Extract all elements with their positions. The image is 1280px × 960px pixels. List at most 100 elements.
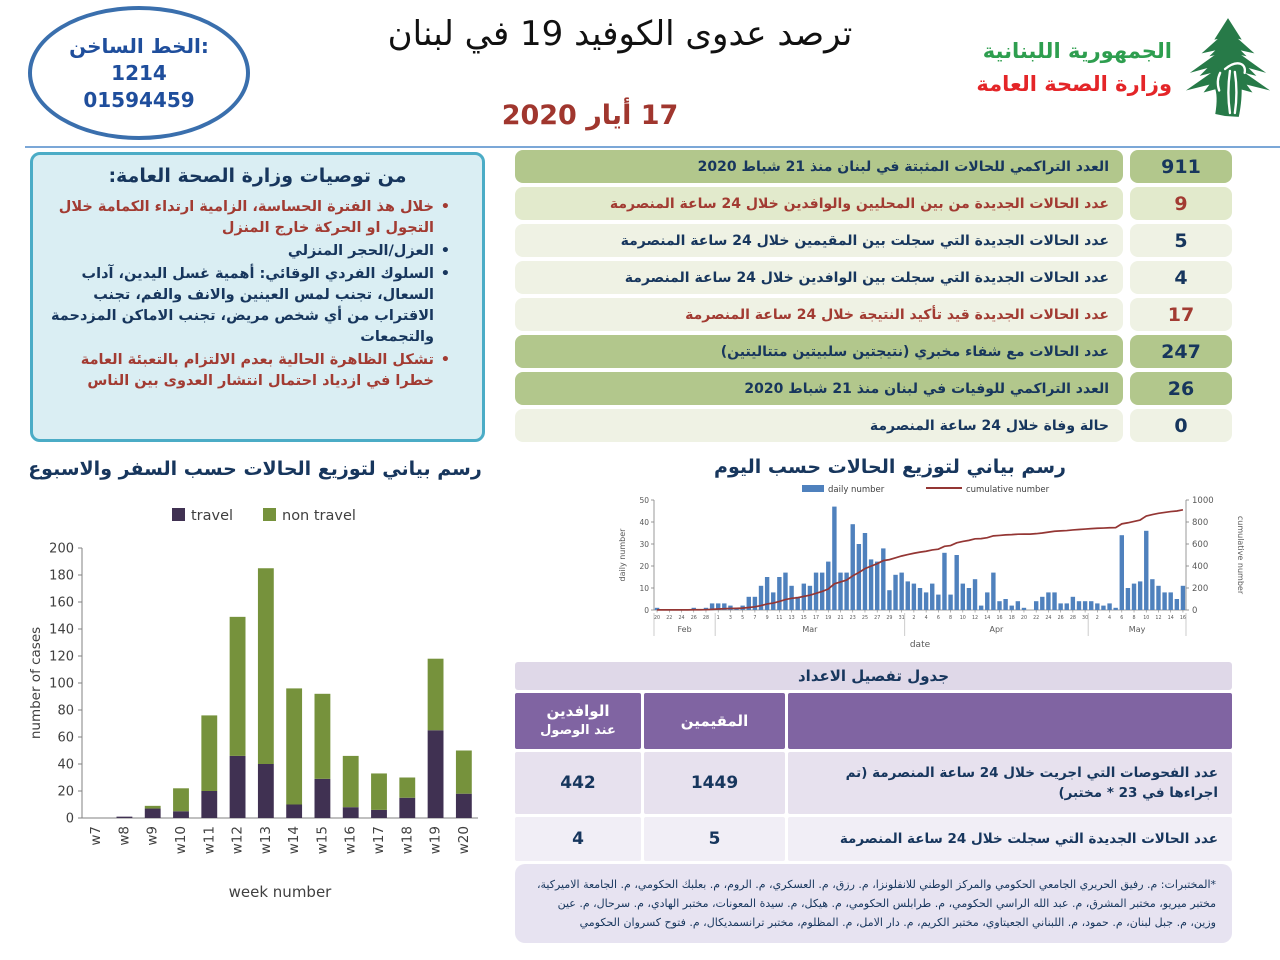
hotline-number-long: 01594459 (83, 87, 195, 112)
svg-text:0: 0 (1192, 606, 1197, 616)
svg-text:800: 800 (1192, 518, 1208, 528)
page-title: ترصد عدوى الكوفيد 19 في لبنان (387, 14, 853, 54)
svg-text:w20: w20 (456, 826, 472, 854)
svg-text:60: 60 (57, 731, 74, 746)
recommendation-item: • العزل/الحجر المنزلي (47, 241, 450, 262)
svg-text:w10: w10 (173, 826, 189, 854)
weekly-chart-title: رسم بياني لتوزيع الحالات حسب السفر والاس… (28, 458, 482, 480)
svg-text:7: 7 (753, 615, 756, 621)
tests-residents-value: 1449 (644, 752, 785, 814)
svg-text:15: 15 (801, 615, 807, 621)
svg-text:w16: w16 (343, 826, 359, 854)
stat-row: 911 العدد التراكمي للحالات المثبتة في لبن… (515, 150, 1232, 183)
svg-text:10: 10 (639, 584, 649, 593)
svg-text:14: 14 (984, 615, 990, 621)
svg-text:w7: w7 (88, 826, 104, 846)
svg-text:6: 6 (937, 615, 940, 621)
svg-text:28: 28 (1070, 615, 1076, 621)
svg-text:180: 180 (49, 569, 74, 584)
stats-table: 911 العدد التراكمي للحالات المثبتة في لبن… (515, 150, 1232, 446)
svg-text:2: 2 (1096, 615, 1099, 621)
svg-text:20: 20 (1021, 615, 1027, 621)
svg-text:100: 100 (49, 677, 74, 692)
svg-text:w18: w18 (399, 826, 415, 854)
svg-text:120: 120 (49, 650, 74, 665)
stat-value: 26 (1130, 372, 1232, 405)
svg-text:140: 140 (49, 623, 74, 638)
tests-arrivals-value: 442 (515, 752, 641, 814)
svg-text:31: 31 (899, 615, 905, 621)
ministry-name-line2: وزارة الصحة العامة (976, 72, 1172, 96)
svg-text:25: 25 (862, 615, 868, 621)
svg-text:14: 14 (1168, 615, 1174, 621)
svg-text:8: 8 (1132, 615, 1135, 621)
detail-table: جدول تفصيل الاعداد المقيمين الوافدين عند… (515, 662, 1232, 864)
svg-text:May: May (1129, 625, 1146, 634)
header-divider (25, 146, 1280, 148)
bullet-icon: • (440, 199, 450, 215)
svg-text:w13: w13 (258, 826, 274, 854)
svg-text:28: 28 (703, 615, 709, 621)
svg-text:13: 13 (789, 615, 795, 621)
svg-text:20: 20 (654, 615, 660, 621)
stat-label: العدد التراكمي للحالات المثبتة في لبنان … (515, 150, 1123, 183)
stat-value: 4 (1130, 261, 1232, 294)
stat-value: 247 (1130, 335, 1232, 368)
svg-text:0: 0 (66, 812, 74, 827)
svg-text:80: 80 (57, 704, 74, 719)
stat-row: 17 عدد الحالات الجديدة قيد تأكيد النتيجة … (515, 298, 1232, 331)
svg-text:30: 30 (1082, 615, 1088, 621)
svg-text:1000: 1000 (1192, 496, 1214, 506)
svg-text:40: 40 (57, 758, 74, 773)
svg-text:27: 27 (874, 615, 880, 621)
svg-text:12: 12 (972, 615, 978, 621)
stat-value: 0 (1130, 409, 1232, 442)
svg-text:30: 30 (639, 540, 649, 549)
stat-label: العدد التراكمي للوفيات في لبنان منذ 21 ش… (515, 372, 1123, 405)
bullet-icon: • (440, 266, 450, 282)
svg-text:10: 10 (960, 615, 966, 621)
stat-label: عدد الحالات الجديدة من بين المحليين والو… (515, 187, 1123, 220)
svg-text:600: 600 (1192, 540, 1208, 550)
svg-text:5: 5 (741, 615, 744, 621)
svg-text:6: 6 (1120, 615, 1123, 621)
recommendation-item: • خلال هذ الفترة الحساسة، الزامية ارتداء … (58, 199, 450, 236)
cedar-logo-icon (1185, 18, 1271, 117)
svg-text:22: 22 (666, 615, 672, 621)
hotline-badge: الخط الساخن: 1214 01594459 (28, 6, 250, 140)
svg-text:number of cases: number of cases (28, 627, 44, 739)
svg-text:daily number: daily number (618, 528, 627, 582)
stat-row: 26 العدد التراكمي للوفيات في لبنان منذ 21… (515, 372, 1232, 405)
svg-text:Mar: Mar (802, 625, 818, 634)
svg-text:travel: travel (191, 508, 233, 524)
svg-text:16: 16 (996, 615, 1002, 621)
stat-label: عدد الحالات الجديدة التي سجلت بين الوافد… (515, 261, 1123, 294)
ministry-name-line1: الجمهورية اللبنانية (982, 39, 1172, 63)
stat-row: 9 عدد الحالات الجديدة من بين المحليين وال… (515, 187, 1232, 220)
svg-text:w9: w9 (145, 826, 161, 846)
svg-text:26: 26 (691, 615, 697, 621)
svg-text:w14: w14 (286, 826, 302, 854)
svg-text:26: 26 (1058, 615, 1064, 621)
svg-text:Apr: Apr (990, 625, 1005, 634)
ministry-logo: الجمهورية اللبنانية وزارة الصحة العامة (976, 16, 1274, 120)
svg-text:29: 29 (886, 615, 892, 621)
bullet-icon: • (440, 352, 450, 368)
svg-text:4: 4 (925, 615, 928, 621)
svg-text:16: 16 (1180, 615, 1186, 621)
recommendation-item: • السلوك الفردي الوقائي: أهمية غسل اليدين… (51, 266, 450, 345)
stat-value: 17 (1130, 298, 1232, 331)
svg-text:w12: w12 (230, 826, 246, 854)
svg-text:daily number: daily number (828, 485, 885, 495)
svg-text:23: 23 (850, 615, 856, 621)
svg-text:24: 24 (1045, 615, 1051, 621)
recommendation-item: • تشكل الظاهرة الحالية بعدم الالتزام بالت… (80, 352, 450, 389)
svg-text:20: 20 (639, 562, 649, 571)
newcases-arrivals-value: 4 (515, 817, 641, 861)
stat-row: 5 عدد الحالات الجديدة التي سجلت بين المقي… (515, 224, 1232, 257)
svg-text:date: date (910, 640, 931, 650)
detail-table-row: عدد الحالات الجديدة التي سجلت خلال 24 سا… (515, 817, 1232, 861)
svg-text:18: 18 (1009, 615, 1015, 621)
svg-text:160: 160 (49, 596, 74, 611)
svg-text:3: 3 (729, 615, 732, 621)
